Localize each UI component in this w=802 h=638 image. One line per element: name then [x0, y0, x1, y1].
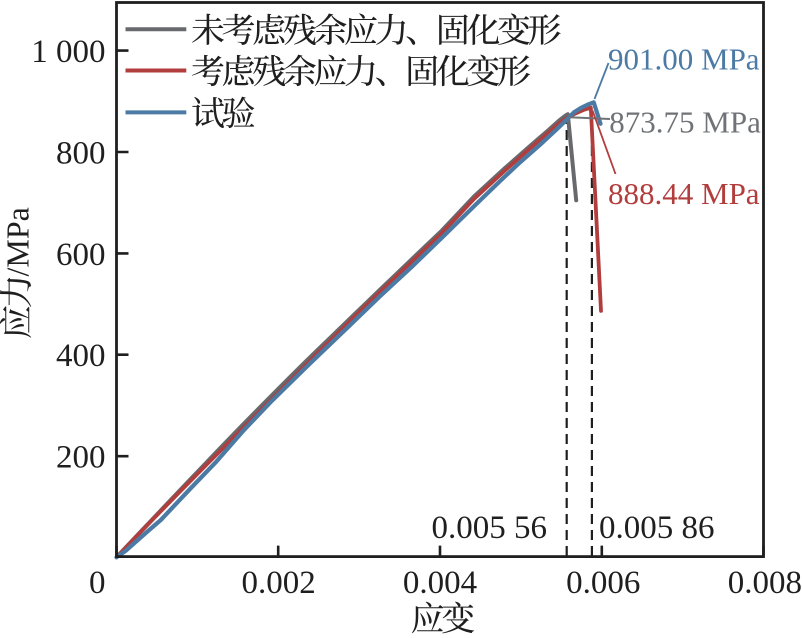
svg-text:0.004: 0.004: [403, 565, 477, 601]
svg-text:1 000: 1 000: [31, 34, 105, 70]
svg-text:0.006: 0.006: [566, 565, 640, 601]
svg-text:888.44 MPa: 888.44 MPa: [608, 176, 760, 211]
svg-text:800: 800: [56, 135, 106, 171]
svg-text:400: 400: [56, 338, 106, 374]
svg-text:0.002: 0.002: [241, 565, 315, 601]
svg-text:0.005 56: 0.005 56: [432, 510, 548, 546]
svg-text:600: 600: [56, 237, 106, 273]
svg-text:0: 0: [89, 565, 106, 601]
svg-text:0.008: 0.008: [728, 565, 802, 601]
svg-text:0.005 86: 0.005 86: [599, 510, 715, 546]
svg-text:873.75 MPa: 873.75 MPa: [609, 104, 761, 139]
svg-text:901.00 MPa: 901.00 MPa: [608, 42, 760, 77]
svg-text:/MPa: /MPa: [0, 207, 36, 276]
svg-text:200: 200: [56, 440, 106, 476]
